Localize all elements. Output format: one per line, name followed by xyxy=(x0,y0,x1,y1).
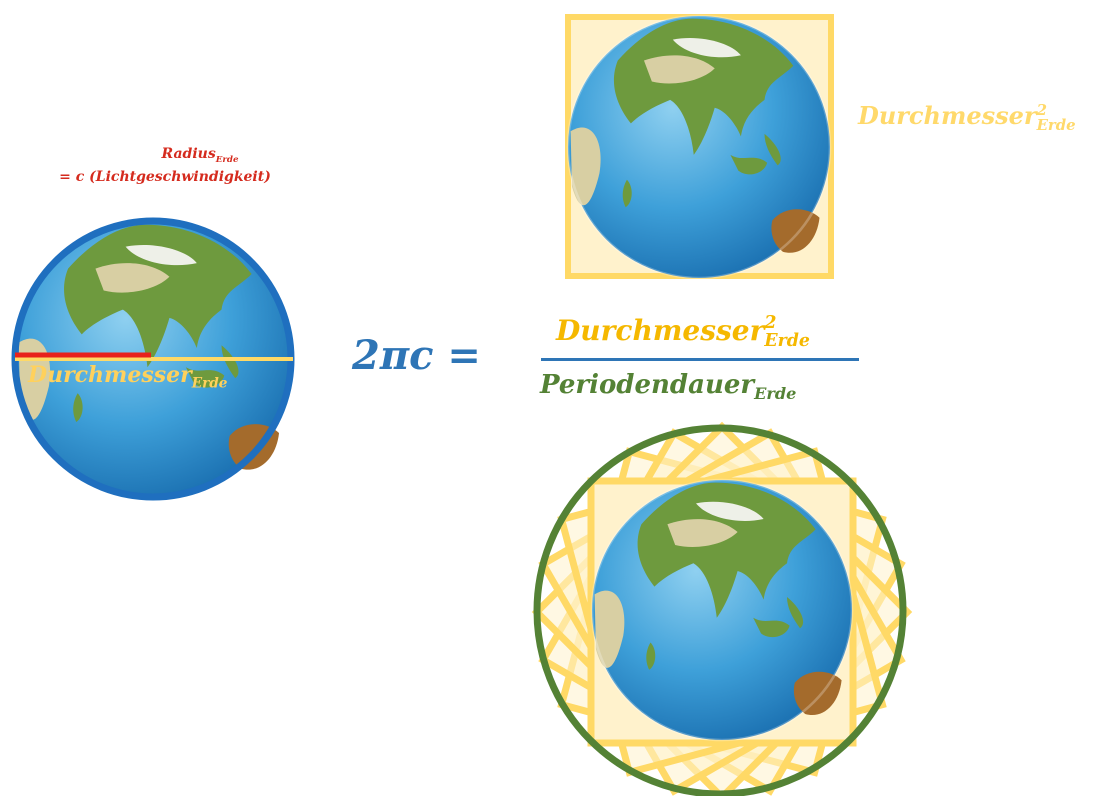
period-circle xyxy=(533,424,907,796)
fraction-bar xyxy=(541,358,859,361)
equation-left-side: 2πc = xyxy=(352,332,481,379)
earth-globe-top xyxy=(566,14,832,280)
fraction-numerator: Durchmesser 2 Erde xyxy=(556,313,810,351)
earth-globe-bottom xyxy=(590,478,854,742)
diameter-squared-label: Durchmesser 2 Erde xyxy=(858,100,1076,134)
fraction-denominator: PeriodendauerErde xyxy=(540,370,797,404)
diameter-label: DurchmesserErde xyxy=(28,362,228,392)
radius-label: RadiusErde = c (Lichtgeschwindigkeit) xyxy=(59,146,271,185)
